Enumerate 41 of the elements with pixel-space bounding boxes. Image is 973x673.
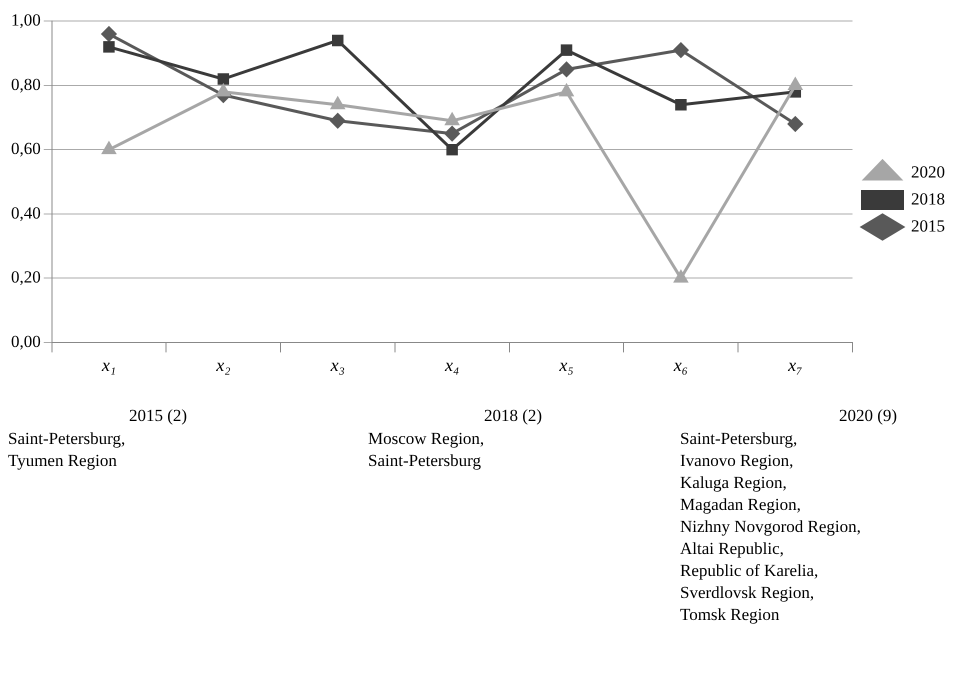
x-tick-label: x₂ xyxy=(215,354,230,375)
y-tick-label: 0,80 xyxy=(11,74,41,94)
point xyxy=(330,113,346,128)
x-tick-label: x₆ xyxy=(672,354,688,375)
legend-label: 2015 xyxy=(911,216,945,236)
point xyxy=(218,73,230,85)
point xyxy=(331,97,344,110)
x-tick-label: x₁ xyxy=(100,354,116,375)
text: Moscow Region, Saint-Petersburg xyxy=(368,428,484,472)
point xyxy=(216,84,230,96)
text: Saint-Petersburg, Ivanovo Region, Kaluga Region, Magadan Region, Nizhny Novgorod Region, Altai Republic, Republic of Karelia, Sverdlovsk Region, Tomsk Region xyxy=(680,429,861,624)
x-tick-label: x₃ xyxy=(330,354,345,375)
point xyxy=(788,116,803,132)
point xyxy=(560,84,574,96)
point xyxy=(675,98,687,110)
point xyxy=(102,142,116,154)
y-tick-label: 0,40 xyxy=(11,203,41,222)
x-tick-label: x₇ xyxy=(787,354,802,375)
point xyxy=(788,78,802,90)
y-tick-label: 0,00 xyxy=(11,332,41,351)
point xyxy=(101,26,116,42)
point xyxy=(446,144,458,156)
point xyxy=(560,44,572,56)
point xyxy=(332,34,344,46)
text: Saint-Petersburg, Tyumen Region xyxy=(8,428,126,472)
point xyxy=(445,113,459,126)
legend-label: 2018 xyxy=(911,189,945,208)
x-tick-label: x₄ xyxy=(444,354,460,375)
text: 2020 (9) xyxy=(838,406,898,426)
y-tick-label: 0,20 xyxy=(11,268,41,287)
point xyxy=(674,270,688,283)
x-tick-label: x₅ xyxy=(558,354,574,375)
y-tick-label: 1,00 xyxy=(11,10,41,30)
text: 2015 (2) xyxy=(128,406,188,426)
text: 2018 (2) xyxy=(482,406,544,426)
point xyxy=(444,126,460,142)
legend-label: 2020 xyxy=(911,162,945,182)
point xyxy=(673,42,688,58)
point xyxy=(103,41,115,53)
point xyxy=(559,62,574,77)
y-tick-label: 0,60 xyxy=(11,139,41,158)
